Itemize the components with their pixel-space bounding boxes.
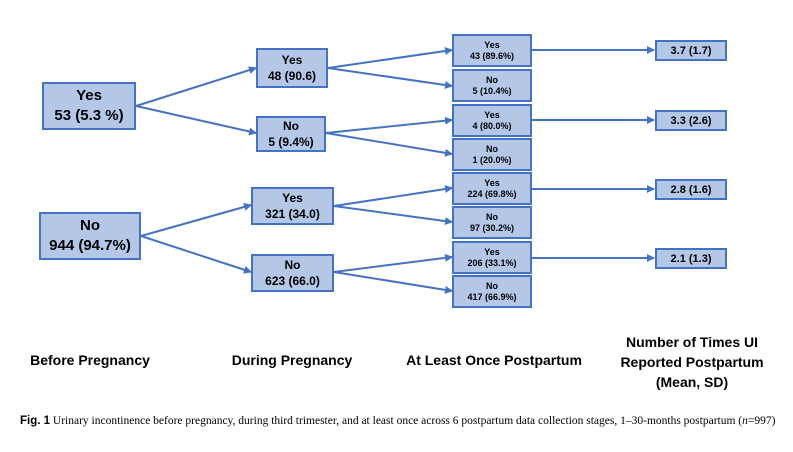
arrow-d2-to-p4 (325, 132, 453, 157)
postpartum-box-5: Yes 224 (69.8%) (452, 172, 532, 205)
postpartum-label: No (486, 211, 498, 222)
postpartum-box-8: No 417 (66.9%) (452, 275, 532, 308)
during-no-label: No (284, 258, 301, 272)
postpartum-value: 1 (20.0%) (472, 154, 512, 165)
result-box-2: 3.3 (2.6) (655, 110, 727, 131)
postpartum-label: No (486, 143, 498, 154)
during-yes-from-yes-box: Yes 48 (90.6) (256, 48, 328, 88)
figure-label: Fig. 1 (20, 415, 51, 427)
postpartum-box-2: No 5 (10.4%) (452, 69, 532, 102)
postpartum-box-7: Yes 206 (33.1%) (452, 241, 532, 274)
during-no-label: No (283, 119, 299, 133)
caption-text: Urinary incontinence before pregnancy, d… (52, 415, 743, 427)
arrow-d1-to-p1 (327, 47, 453, 69)
postpartum-box-1: Yes 43 (89.6%) (452, 34, 532, 67)
stage-label-result-line1: Number of Times UI (626, 334, 758, 350)
during-yes-label: Yes (281, 53, 303, 67)
postpartum-value: 224 (69.8%) (467, 188, 517, 199)
before-yes-label: Yes (76, 87, 102, 104)
stage-label-result: Number of Times UI Reported Postpartum (… (612, 332, 772, 392)
stage-label-during: During Pregnancy (231, 352, 353, 368)
figure-caption: Fig. 1 Urinary incontinence before pregn… (20, 414, 780, 429)
stage-label-before: Before Pregnancy (30, 352, 150, 368)
result-value: 3.7 (1.7) (670, 44, 712, 57)
arrow-d1-to-p2 (327, 67, 453, 89)
before-no-value: 944 (94.7%) (49, 237, 131, 254)
postpartum-value: 43 (89.6%) (469, 50, 515, 61)
during-no-value: 623 (66.0) (265, 274, 320, 288)
arrow-d3-to-p5 (333, 185, 453, 207)
result-value: 3.3 (2.6) (670, 114, 712, 127)
postpartum-box-4: No 1 (20.0%) (452, 138, 532, 171)
postpartum-value: 5 (10.4%) (472, 85, 512, 96)
result-value: 2.8 (1.6) (670, 183, 712, 196)
during-no-value: 5 (9.4%) (268, 135, 314, 149)
caption-n: n (742, 415, 748, 427)
during-yes-from-no-box: Yes 321 (34.0) (251, 187, 334, 225)
before-no-label: No (80, 217, 100, 234)
postpartum-value: 206 (33.1%) (467, 257, 517, 268)
postpartum-label: Yes (484, 177, 500, 188)
stage-label-result-line2: Reported Postpartum (620, 354, 764, 370)
arrow-d2-to-p3 (325, 116, 453, 134)
arrow-before-no-to-during-yes (140, 203, 252, 237)
arrow-d4-to-p7 (333, 253, 453, 273)
stage-label-result-line3: (Mean, SD) (655, 374, 729, 390)
arrow-before-yes-to-during-yes (135, 66, 257, 107)
during-yes-label: Yes (282, 191, 303, 205)
during-yes-value: 321 (34.0) (265, 207, 320, 221)
during-no-from-no-box: No 623 (66.0) (251, 254, 334, 292)
postpartum-box-6: No 97 (30.2%) (452, 206, 532, 239)
result-box-4: 2.1 (1.3) (655, 248, 727, 269)
arrow-before-no-to-during-no (140, 235, 252, 274)
stage-label-postpartum: At Least Once Postpartum (406, 352, 582, 368)
before-yes-value: 53 (5.3 %) (54, 107, 124, 124)
postpartum-label: Yes (484, 246, 500, 257)
during-yes-value: 48 (90.6) (267, 69, 317, 83)
result-box-1: 3.7 (1.7) (655, 40, 727, 61)
caption-n-rest: =997) (747, 415, 776, 427)
postpartum-value: 417 (66.9%) (467, 291, 517, 302)
during-no-from-yes-box: No 5 (9.4%) (256, 116, 326, 152)
before-no-box: No 944 (94.7%) (39, 212, 141, 260)
arrow-before-yes-to-during-no (135, 105, 257, 136)
postpartum-label: Yes (484, 39, 500, 50)
result-box-3: 2.8 (1.6) (655, 179, 727, 200)
result-value: 2.1 (1.3) (670, 252, 712, 265)
postpartum-label: Yes (484, 109, 500, 120)
postpartum-value: 97 (30.2%) (469, 222, 515, 233)
postpartum-value: 4 (80.0%) (472, 120, 512, 131)
postpartum-box-3: Yes 4 (80.0%) (452, 104, 532, 137)
arrow-d4-to-p8 (333, 271, 453, 294)
postpartum-label: No (486, 74, 498, 85)
before-yes-box: Yes 53 (5.3 %) (42, 82, 136, 130)
arrow-d3-to-p6 (333, 205, 453, 226)
postpartum-label: No (486, 280, 498, 291)
